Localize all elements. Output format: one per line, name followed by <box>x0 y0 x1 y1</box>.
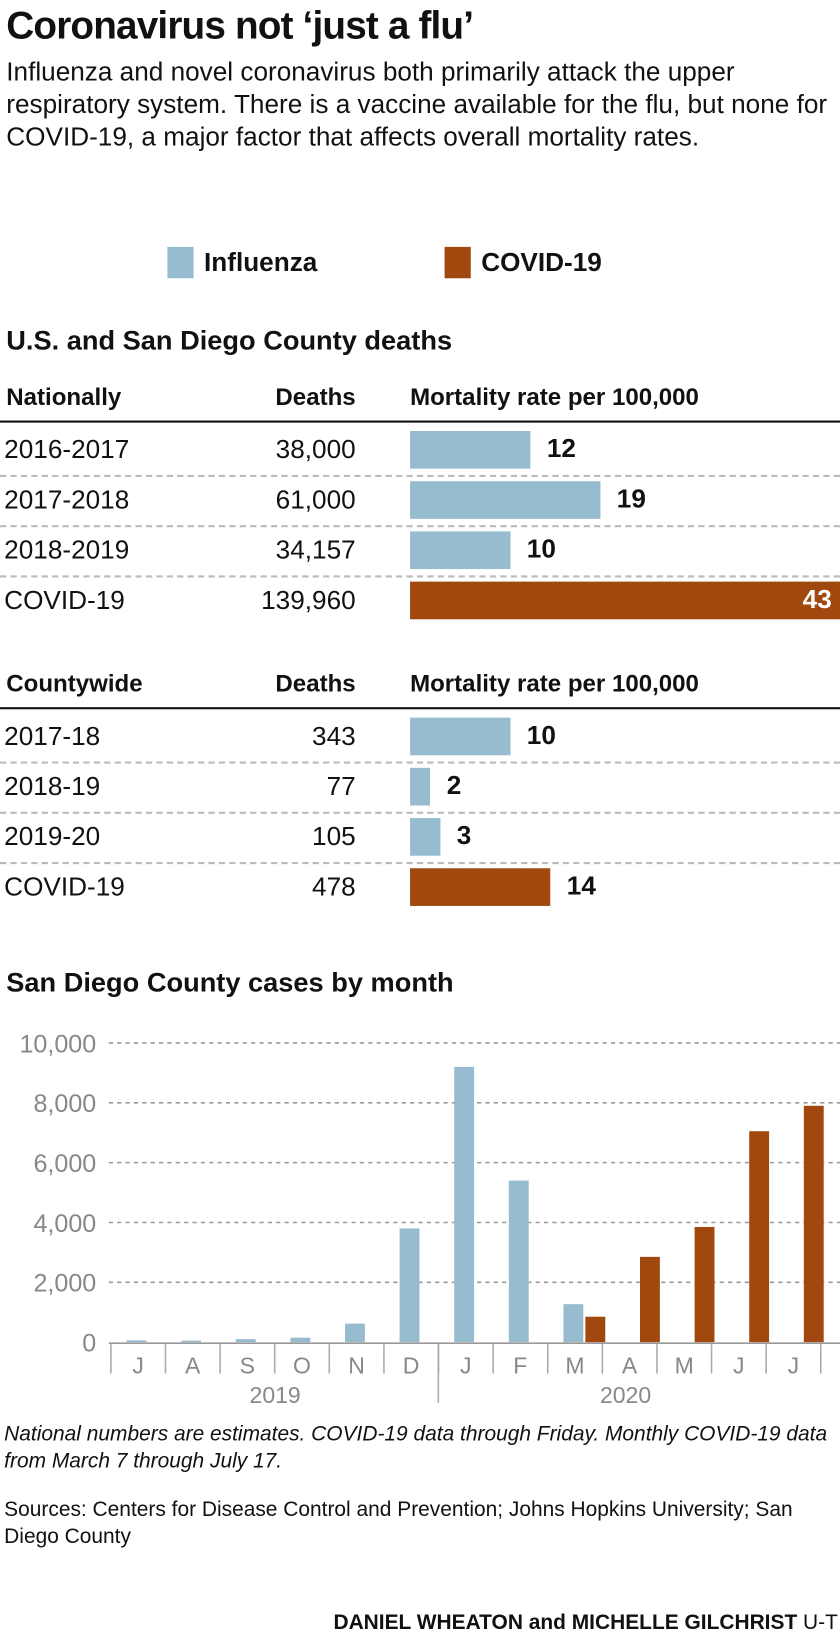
legend-influenza: Influenza <box>167 246 318 279</box>
x-tick-label: D <box>403 1353 420 1379</box>
deaths-section-title: U.S. and San Diego County deaths <box>6 324 453 356</box>
sources: Sources: Centers for Disease Control and… <box>4 1498 793 1549</box>
legend-label: Influenza <box>203 247 318 277</box>
legend-covid: COVID-19 <box>444 246 602 279</box>
year-label: 2020 <box>600 1382 651 1408</box>
x-tick-label: S <box>240 1353 255 1379</box>
header-rule <box>0 420 840 423</box>
rate-value: 2 <box>446 770 462 801</box>
y-tick-label: 2,000 <box>33 1270 96 1298</box>
row-label: 2017-18 <box>4 721 101 752</box>
rate-bar <box>410 717 511 756</box>
row-label: 2016-2017 <box>4 435 130 465</box>
row-divider <box>0 811 840 814</box>
header-label: Nationally <box>6 382 122 411</box>
row-divider <box>0 761 840 764</box>
rate-bar <box>410 481 601 519</box>
rate-value: 12 <box>546 434 576 464</box>
row-divider <box>0 474 840 478</box>
rate-bar <box>410 818 441 856</box>
header-rate: Mortality rate per 100,000 <box>410 669 699 697</box>
header-rule <box>0 707 840 710</box>
rate-value: 14 <box>566 871 596 901</box>
x-tick-label: F <box>513 1353 527 1379</box>
x-tick-label: J <box>460 1353 472 1379</box>
rate-value: 10 <box>526 534 556 564</box>
header-rate: Mortality rate per 100,000 <box>410 382 699 411</box>
rate-bar <box>410 767 431 806</box>
rate-bar <box>410 581 840 620</box>
rate-bar <box>410 430 531 469</box>
influenza-bar <box>454 1066 475 1343</box>
row-deaths: 105 <box>312 822 356 852</box>
rate-value: 10 <box>526 720 556 751</box>
y-tick-label: 0 <box>82 1330 96 1358</box>
year-label: 2019 <box>250 1382 301 1408</box>
influenza-bar <box>290 1337 311 1343</box>
row-label: COVID-19 <box>4 872 125 902</box>
row-deaths: 34,157 <box>275 535 356 565</box>
description: Influenza and novel coronavirus both pri… <box>6 57 828 152</box>
byline-authors: DANIEL WHEATON and MICHELLE GILCHRIST <box>333 1610 798 1635</box>
influenza-bar <box>563 1304 584 1343</box>
page-title: Coronavirus not ‘just a flu’ <box>6 4 474 48</box>
row-deaths: 139,960 <box>261 585 356 616</box>
notes: National numbers are estimates. COVID-19… <box>4 1422 828 1473</box>
x-tick-label: O <box>293 1353 311 1379</box>
row-label: 2018-19 <box>4 772 101 802</box>
legend-label: COVID-19 <box>481 247 602 277</box>
byline-org: U-T <box>803 1610 838 1635</box>
row-deaths: 478 <box>312 872 356 902</box>
covid-bar <box>803 1105 824 1343</box>
x-tick-label: J <box>733 1353 745 1379</box>
row-deaths: 61,000 <box>275 485 356 515</box>
row-deaths: 77 <box>326 772 356 802</box>
x-tick-label: M <box>565 1353 584 1379</box>
influenza-bar <box>399 1228 420 1343</box>
covid-bar <box>585 1316 606 1343</box>
header-deaths: Deaths <box>275 382 356 411</box>
row-label: 2018-2019 <box>4 535 130 565</box>
legend-swatch-covid <box>444 246 471 279</box>
row-label: COVID-19 <box>4 585 125 616</box>
rate-value: 3 <box>456 821 472 851</box>
row-divider <box>0 861 840 865</box>
legend-swatch-influenza <box>167 246 194 279</box>
row-divider <box>0 575 840 578</box>
influenza-bar <box>181 1340 202 1343</box>
rate-bar <box>410 868 551 906</box>
influenza-bar <box>235 1339 256 1343</box>
covid-bar <box>640 1256 660 1343</box>
covid-bar <box>749 1131 770 1343</box>
x-tick-label: A <box>622 1353 638 1379</box>
y-tick-label: 10,000 <box>19 1030 96 1058</box>
cases-chart: 0 2,000 4,000 6,000 8,000 10,000 J A S O N D J F M A M J J… <box>19 1030 840 1408</box>
rate-value: 19 <box>616 484 646 514</box>
y-tick-label: 8,000 <box>33 1090 96 1118</box>
covid-bar <box>694 1226 715 1343</box>
header-deaths: Deaths <box>275 669 356 697</box>
rate-value: 43 <box>802 584 832 615</box>
byline: DANIEL WHEATON and MICHELLE GILCHRIST U-… <box>333 1611 837 1635</box>
rate-bar <box>410 531 511 570</box>
x-tick-label: N <box>348 1353 365 1379</box>
row-deaths: 38,000 <box>275 435 356 465</box>
influenza-bar <box>345 1323 365 1343</box>
header-label: Countywide <box>6 669 143 697</box>
influenza-bar <box>126 1340 147 1343</box>
x-tick-label: A <box>185 1353 201 1379</box>
row-label: 2019-20 <box>4 822 101 852</box>
influenza-bar <box>508 1180 529 1343</box>
row-deaths: 343 <box>312 721 356 752</box>
row-divider <box>0 525 840 528</box>
row-label: 2017-2018 <box>4 485 130 515</box>
x-tick-label: J <box>788 1353 800 1379</box>
x-tick-label: M <box>675 1353 694 1379</box>
y-tick-label: 6,000 <box>33 1150 96 1178</box>
y-tick-label: 4,000 <box>33 1210 96 1238</box>
chart-title: San Diego County cases by month <box>6 966 454 998</box>
x-tick-label: J <box>132 1353 144 1379</box>
